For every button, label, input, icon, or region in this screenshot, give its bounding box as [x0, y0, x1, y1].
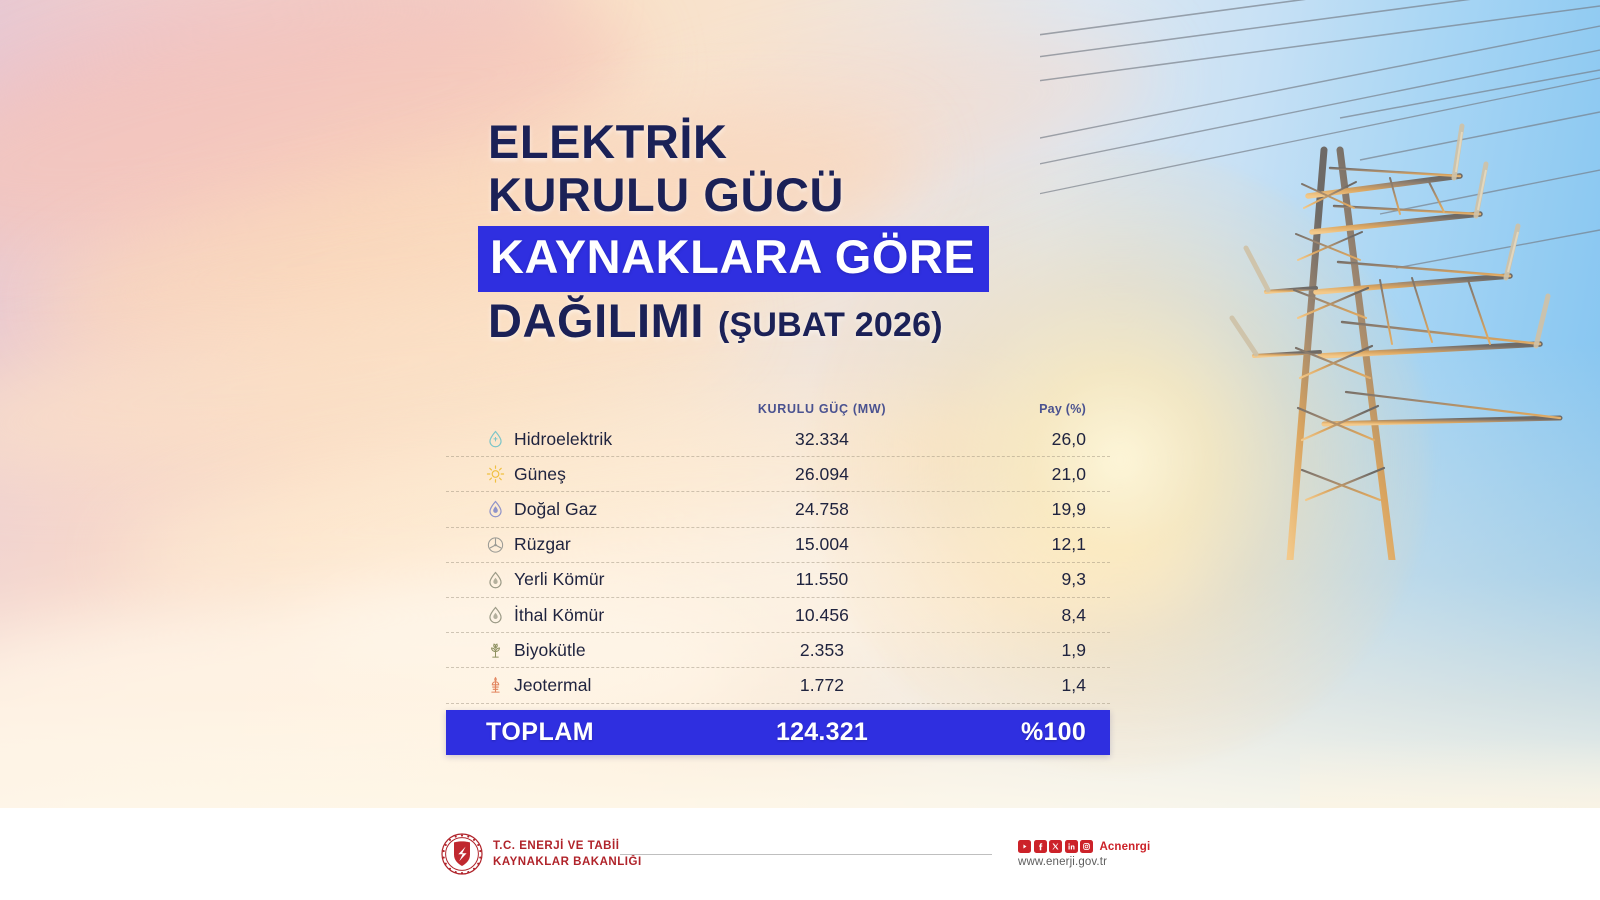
row-share-cell: 12,1: [1051, 534, 1086, 555]
table-row: Doğal Gaz 24.758 19,9: [446, 492, 1110, 528]
row-share-cell: 19,9: [1051, 498, 1086, 519]
row-source-label: Biyokütle: [514, 639, 586, 660]
facebook-icon[interactable]: [1033, 840, 1047, 853]
row-share-cell: 1,4: [1061, 674, 1086, 695]
table-row: Biyokütle 2.353 1,9: [446, 633, 1110, 669]
title-highlight-band: KAYNAKLARA GÖRE: [478, 226, 990, 292]
row-share-cell: 9,3: [1061, 569, 1086, 590]
transmission-tower-illustration: [1040, 0, 1600, 560]
twitter-icon[interactable]: [1049, 840, 1062, 853]
footer-divider: [620, 854, 992, 855]
social-handle[interactable]: Acnenrgi: [1099, 840, 1151, 853]
ministry-line-1: T.C. ENERJİ VE TABİİ: [493, 839, 620, 852]
page-title: ELEKTRİK KURULU GÜCÜ KAYNAKLARA GÖRE DAĞ…: [478, 115, 990, 348]
ministry-logo: T.C. ENERJİ VE TABİİ KAYNAKLAR BAKANLIĞI: [440, 832, 642, 876]
footer-bar: T.C. ENERJİ VE TABİİ KAYNAKLAR BAKANLIĞI: [0, 808, 1600, 900]
row-source-label: İthal Kömür: [514, 604, 605, 625]
social-block: Acnenrgi www.enerji.gov.tr: [1018, 840, 1150, 868]
row-source-cell: Biyokütle: [486, 640, 708, 661]
title-line-1: ELEKTRİK: [488, 115, 728, 168]
total-label: TOPLAM: [486, 717, 595, 746]
sun-icon: [486, 464, 505, 484]
row-capacity-cell: 2.353: [799, 639, 845, 660]
website-url[interactable]: www.enerji.gov.tr: [1018, 856, 1108, 868]
row-capacity-cell: 10.456: [795, 604, 849, 625]
row-capacity-cell: 32.334: [795, 428, 849, 449]
row-share-cell: 26,0: [1051, 428, 1086, 449]
row-source-cell: Jeotermal: [486, 675, 708, 696]
column-header-capacity: KURULU GÜÇ (MW): [757, 402, 887, 416]
row-share-cell: 1,9: [1061, 639, 1086, 660]
row-capacity-cell: 26.094: [795, 463, 849, 484]
row-capacity-cell: 1.772: [799, 674, 845, 695]
row-source-cell: Doğal Gaz: [486, 499, 708, 520]
row-capacity-cell: 11.550: [795, 569, 849, 590]
table-row: Yerli Kömür 11.550 9,3: [446, 563, 1110, 598]
row-source-label: Yerli Kömür: [514, 569, 605, 590]
title-line-4: DAĞILIMI: [488, 293, 704, 347]
water-drop-icon: [486, 429, 505, 449]
row-source-cell: Yerli Kömür: [486, 569, 708, 590]
ministry-line-2: KAYNAKLAR BAKANLIĞI: [493, 856, 642, 868]
table-row: İthal Kömür 10.456 8,4: [446, 598, 1110, 634]
row-source-cell: Güneş: [486, 464, 708, 485]
row-capacity-cell: 15.004: [795, 534, 849, 555]
column-header-share: Pay (%): [1039, 402, 1086, 416]
total-capacity: 124.321: [775, 717, 869, 746]
table-header-row: KURULU GÜÇ (MW) Pay (%): [446, 396, 1110, 422]
row-capacity-cell: 24.758: [795, 498, 849, 519]
instagram-icon[interactable]: [1080, 840, 1093, 853]
row-source-label: Jeotermal: [514, 674, 592, 695]
table-row: Jeotermal 1.772 1,4: [446, 668, 1110, 704]
row-source-label: Hidroelektrik: [514, 428, 613, 449]
row-source-cell: Hidroelektrik: [486, 429, 708, 450]
row-source-label: Güneş: [514, 463, 566, 484]
coal-icon: [486, 570, 505, 590]
row-source-label: Doğal Gaz: [514, 498, 598, 519]
youtube-icon[interactable]: [1018, 840, 1031, 853]
table-row: Hidroelektrik 32.334 26,0: [446, 422, 1110, 458]
title-period: (ŞUBAT 2026): [718, 306, 943, 345]
coal-icon: [486, 605, 505, 625]
ministry-name: T.C. ENERJİ VE TABİİ KAYNAKLAR BAKANLIĞI: [493, 839, 642, 870]
total-share: %100: [1021, 717, 1086, 746]
total-row: TOPLAM 124.321 %100: [446, 709, 1110, 755]
title-line-2: KURULU GÜCÜ: [488, 167, 845, 221]
ministry-seal-icon: [440, 832, 484, 876]
row-share-cell: 21,0: [1051, 463, 1086, 484]
row-source-label: Rüzgar: [514, 534, 571, 555]
row-share-cell: 8,4: [1061, 604, 1086, 625]
wind-turbine-icon: [486, 535, 505, 555]
capacity-table: KURULU GÜÇ (MW) Pay (%) Hidroelektrik 32…: [446, 396, 1110, 755]
row-source-cell: Rüzgar: [486, 534, 708, 555]
social-icons: Acnenrgi: [1018, 840, 1150, 853]
gas-flame-icon: [486, 499, 505, 519]
row-source-cell: İthal Kömür: [486, 605, 708, 626]
linkedin-icon[interactable]: [1064, 840, 1078, 853]
table-row: Güneş 26.094 21,0: [446, 457, 1110, 493]
geothermal-icon: [486, 675, 505, 695]
table-row: Rüzgar 15.004 12,1: [446, 528, 1110, 563]
biomass-icon: [486, 640, 505, 660]
